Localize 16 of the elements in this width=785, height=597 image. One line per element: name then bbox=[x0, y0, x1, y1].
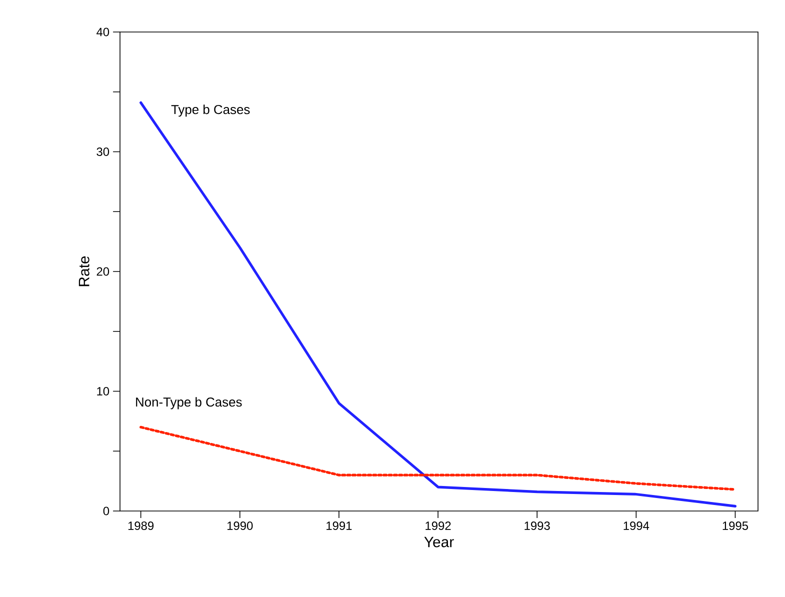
y-tick-label: 40 bbox=[96, 28, 110, 36]
x-tick-label: 1992 bbox=[426, 522, 451, 530]
y-tick-label: 10 bbox=[97, 387, 110, 396]
x-axis-title: Year bbox=[424, 536, 454, 548]
x-tick-label: 1991 bbox=[326, 522, 352, 530]
series-label: Non-Type b Cases bbox=[136, 397, 242, 410]
series-label: Type b Cases bbox=[171, 104, 250, 117]
y-tick-label: 30 bbox=[96, 148, 110, 156]
y-axis-title: Rate bbox=[78, 256, 90, 286]
x-tick-label: 1993 bbox=[524, 522, 550, 530]
x-tick-label: 1990 bbox=[227, 522, 253, 530]
x-tick-label: 1989 bbox=[128, 522, 154, 530]
x-tick-label: 1994 bbox=[624, 522, 650, 530]
y-tick-label: 20 bbox=[96, 267, 110, 276]
y-tick-label: 0 bbox=[103, 506, 110, 516]
x-tick-label: 1995 bbox=[722, 522, 748, 530]
